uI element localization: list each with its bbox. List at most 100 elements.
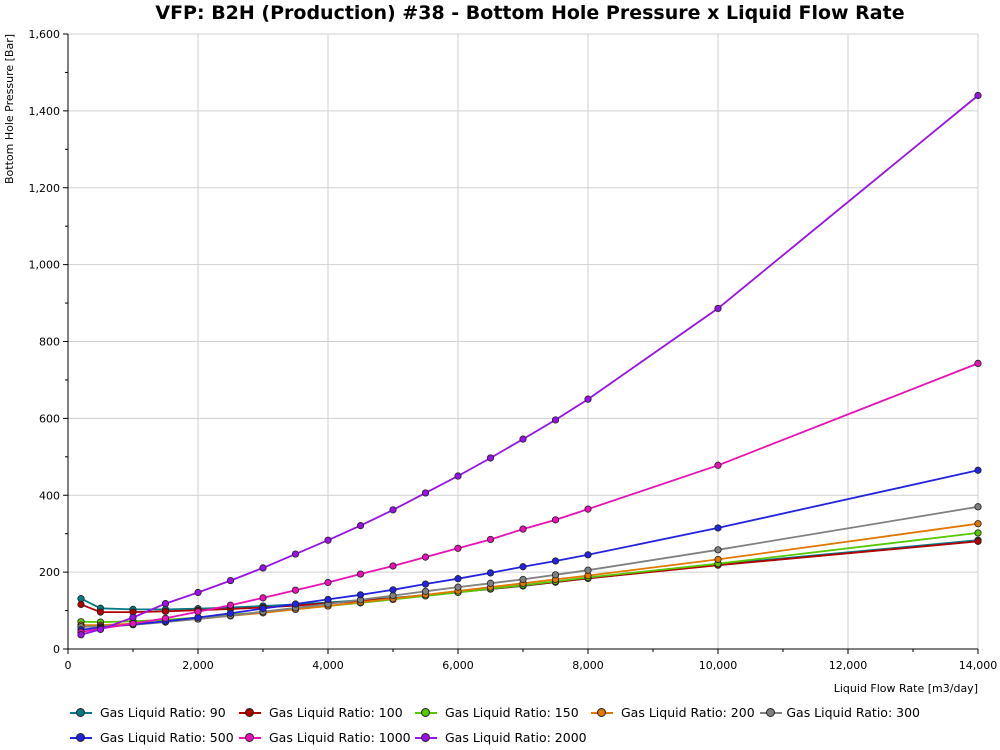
- legend-swatch: [415, 706, 437, 720]
- data-point: [389, 586, 397, 594]
- data-point: [551, 571, 560, 579]
- data-point: [454, 544, 462, 552]
- legend-item-glr-100[interactable]: Gas Liquid Ratio: 100: [239, 705, 415, 720]
- legend-swatch: [591, 706, 613, 720]
- x-tick-label: 10,000: [699, 659, 738, 672]
- data-point: [291, 550, 300, 558]
- legend-item-glr-90[interactable]: Gas Liquid Ratio: 90: [70, 705, 239, 720]
- series-line: [80, 539, 979, 611]
- data-point: [291, 586, 300, 594]
- data-point: [974, 537, 982, 545]
- legend-label: Gas Liquid Ratio: 200: [621, 705, 755, 720]
- legend-label: Gas Liquid Ratio: 100: [269, 705, 403, 720]
- data-point: [974, 520, 982, 528]
- y-tick-label: 1,600: [29, 28, 61, 41]
- data-point: [194, 588, 202, 597]
- data-point: [551, 557, 560, 565]
- legend-swatch: [239, 706, 261, 720]
- data-point: [226, 576, 235, 585]
- legend-label: Gas Liquid Ratio: 1000: [269, 730, 411, 745]
- data-point: [194, 608, 202, 616]
- data-point: [129, 613, 137, 622]
- chart-title: VFP: B2H (Production) #38 - Bottom Hole …: [155, 2, 905, 24]
- y-tick-label: 1,400: [29, 105, 61, 118]
- data-point: [486, 535, 495, 544]
- data-point: [356, 591, 365, 599]
- data-point: [259, 605, 267, 613]
- x-tick-label: 8,000: [572, 659, 604, 672]
- legend-item-glr-2000[interactable]: Gas Liquid Ratio: 2000: [415, 730, 591, 745]
- x-axis-label: Liquid Flow Rate [m3/day]: [834, 682, 978, 695]
- series-4: [77, 503, 982, 631]
- x-tick-label: 6,000: [442, 659, 474, 672]
- y-axis-label: Bottom Hole Pressure [Bar]: [3, 34, 16, 184]
- data-point: [226, 609, 235, 617]
- data-point: [974, 359, 982, 368]
- y-tick-label: 600: [39, 412, 60, 425]
- y-tick-label: 1,200: [29, 182, 61, 195]
- y-tick-label: 400: [39, 489, 60, 502]
- data-point: [259, 594, 267, 602]
- data-point: [584, 505, 592, 513]
- data-point: [974, 503, 982, 511]
- data-point: [259, 564, 267, 572]
- legend-item-glr-300[interactable]: Gas Liquid Ratio: 300: [760, 705, 920, 720]
- series-line: [80, 362, 979, 633]
- series-line: [80, 469, 979, 631]
- data-point: [454, 472, 462, 480]
- data-point: [519, 435, 527, 443]
- data-point: [551, 416, 560, 424]
- data-point: [161, 614, 170, 622]
- series-6: [77, 359, 982, 636]
- x-tick-label: 4,000: [312, 659, 344, 672]
- data-point: [714, 546, 722, 554]
- x-tick-label: 0: [65, 659, 72, 672]
- x-tick-label: 12,000: [829, 659, 868, 672]
- data-point: [96, 608, 105, 616]
- data-point: [454, 583, 462, 591]
- series-3: [77, 520, 982, 629]
- legend-item-glr-200[interactable]: Gas Liquid Ratio: 200: [591, 705, 760, 720]
- data-point: [421, 489, 430, 497]
- data-point: [77, 600, 85, 609]
- series-7: [77, 91, 982, 639]
- legend-label: Gas Liquid Ratio: 2000: [445, 730, 587, 745]
- series-layer: [77, 91, 982, 639]
- data-point: [96, 625, 105, 633]
- data-point: [519, 563, 527, 571]
- legend-label: Gas Liquid Ratio: 500: [100, 730, 234, 745]
- legend-swatch: [70, 706, 92, 720]
- legend-swatch: [70, 731, 92, 745]
- data-point: [714, 524, 722, 532]
- legend-item-glr-150[interactable]: Gas Liquid Ratio: 150: [415, 705, 591, 720]
- data-point: [974, 466, 982, 474]
- x-tick-label: 14,000: [959, 659, 998, 672]
- legend-item-glr-500[interactable]: Gas Liquid Ratio: 500: [70, 730, 239, 745]
- legend-swatch: [760, 706, 782, 720]
- x-tick-label: 2,000: [182, 659, 214, 672]
- data-point: [389, 562, 397, 570]
- data-point: [714, 304, 722, 313]
- data-point: [714, 461, 722, 469]
- y-tick-label: 1,000: [29, 259, 61, 272]
- data-point: [974, 91, 982, 100]
- data-point: [974, 529, 982, 537]
- data-point: [129, 620, 137, 628]
- data-point: [421, 553, 430, 561]
- data-point: [356, 570, 365, 578]
- data-point: [389, 506, 397, 514]
- data-point: [226, 601, 235, 609]
- y-tick-label: 0: [53, 643, 60, 656]
- data-point: [519, 575, 527, 584]
- data-point: [161, 607, 170, 615]
- data-point: [454, 575, 462, 583]
- data-point: [291, 600, 300, 608]
- legend-label: Gas Liquid Ratio: 90: [100, 705, 226, 720]
- data-point: [77, 631, 85, 639]
- data-point: [324, 595, 332, 604]
- y-tick-label: 800: [39, 336, 60, 349]
- series-1: [77, 537, 982, 616]
- legend-label: Gas Liquid Ratio: 150: [445, 705, 579, 720]
- legend-item-glr-1000[interactable]: Gas Liquid Ratio: 1000: [239, 730, 415, 745]
